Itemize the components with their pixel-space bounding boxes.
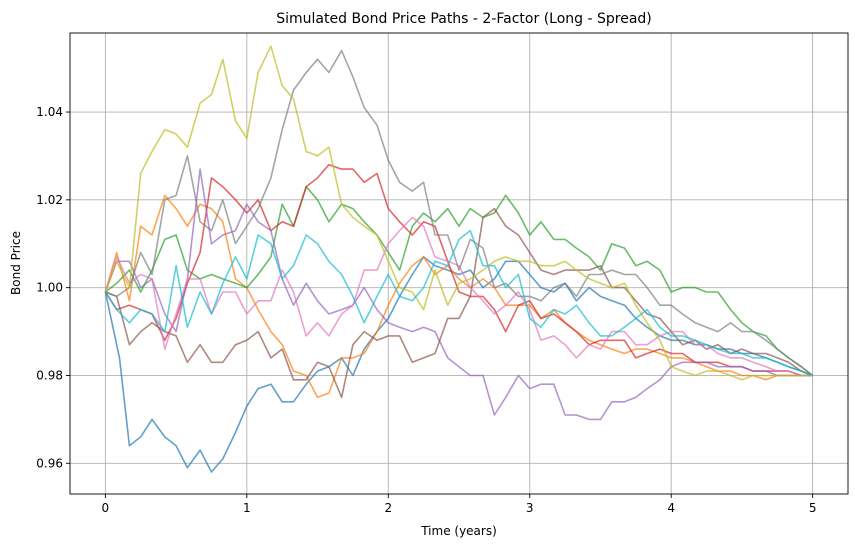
y-tick-label: 1.00 bbox=[36, 281, 63, 295]
series-line-5 bbox=[104, 168, 813, 421]
series-line-7 bbox=[104, 216, 813, 377]
y-tick-label: 1.04 bbox=[36, 105, 63, 119]
x-axis-label: Time (years) bbox=[420, 524, 497, 538]
y-tick-label: 0.98 bbox=[36, 368, 63, 382]
y-axis-label: Bond Price bbox=[9, 231, 23, 295]
x-axis-ticks: 0 1 2 3 4 5 bbox=[102, 494, 817, 515]
x-tick-label: 4 bbox=[667, 501, 675, 515]
series-lines bbox=[104, 45, 814, 473]
y-tick-label: 0.96 bbox=[36, 456, 63, 470]
y-axis-ticks: 0.96 0.98 1.00 1.02 1.04 bbox=[36, 105, 70, 470]
chart-title: Simulated Bond Price Paths - 2-Factor (L… bbox=[276, 11, 652, 27]
plot-frame bbox=[69, 32, 849, 495]
x-tick-label: 5 bbox=[809, 501, 817, 515]
grid bbox=[70, 33, 848, 494]
series-line-3 bbox=[104, 185, 814, 377]
series-line-10 bbox=[104, 229, 813, 377]
x-tick-label: 2 bbox=[384, 501, 392, 515]
series-line-9 bbox=[104, 45, 813, 381]
x-tick-label: 3 bbox=[526, 501, 534, 515]
x-tick-label: 1 bbox=[243, 501, 251, 515]
y-tick-label: 1.02 bbox=[36, 193, 63, 207]
series-line-8 bbox=[105, 49, 814, 377]
x-tick-label: 0 bbox=[102, 501, 110, 515]
